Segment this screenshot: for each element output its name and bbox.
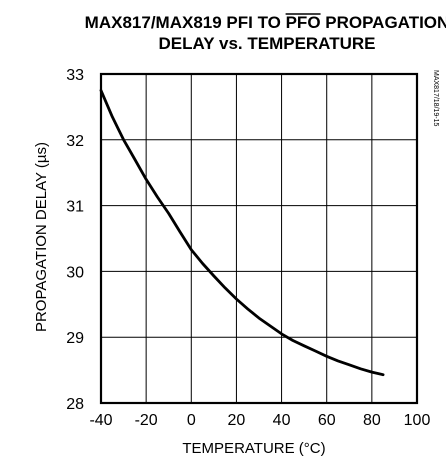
x-axis-title: TEMPERATURE (°C): [182, 440, 325, 457]
part-number-label: MAX817/18/19-15: [432, 70, 439, 127]
title-part-1: MAX817/MAX819 PFI TO: [85, 13, 286, 32]
y-tick-label: 29: [66, 330, 84, 347]
series-layer: [99, 89, 385, 377]
x-tick-label: 40: [273, 412, 291, 429]
y-tick-label: 31: [66, 199, 84, 216]
x-tick-labels: -40 -20 0 20 40 60 80 100: [89, 412, 430, 429]
x-tick-label: 100: [404, 412, 431, 429]
title-part-3: PROPAGATION: [321, 13, 446, 32]
y-tick-label: 30: [66, 264, 84, 281]
x-tick-label: 0: [187, 412, 196, 429]
x-tick-label: 20: [228, 412, 246, 429]
series-line: [99, 89, 385, 377]
x-tick-label: -20: [135, 412, 158, 429]
title-part-pfo: PFO: [286, 13, 321, 32]
x-tick-label: -40: [89, 412, 112, 429]
chart-title-line1: MAX817/MAX819 PFI TO PFO PROPAGATION: [85, 13, 446, 32]
y-axis-title: PROPAGATION DELAY (µs): [33, 142, 50, 332]
y-tick-labels: 28 29 30 31 32 33: [66, 67, 84, 413]
x-tick-label: 80: [363, 412, 381, 429]
y-tick-label: 28: [66, 396, 84, 413]
x-tick-label: 60: [318, 412, 336, 429]
chart-title-line2: DELAY vs. TEMPERATURE: [159, 34, 376, 53]
plot-frame: [99, 72, 419, 405]
grid: [101, 74, 417, 403]
y-tick-label: 32: [66, 133, 84, 150]
y-tick-label: 33: [66, 67, 84, 84]
